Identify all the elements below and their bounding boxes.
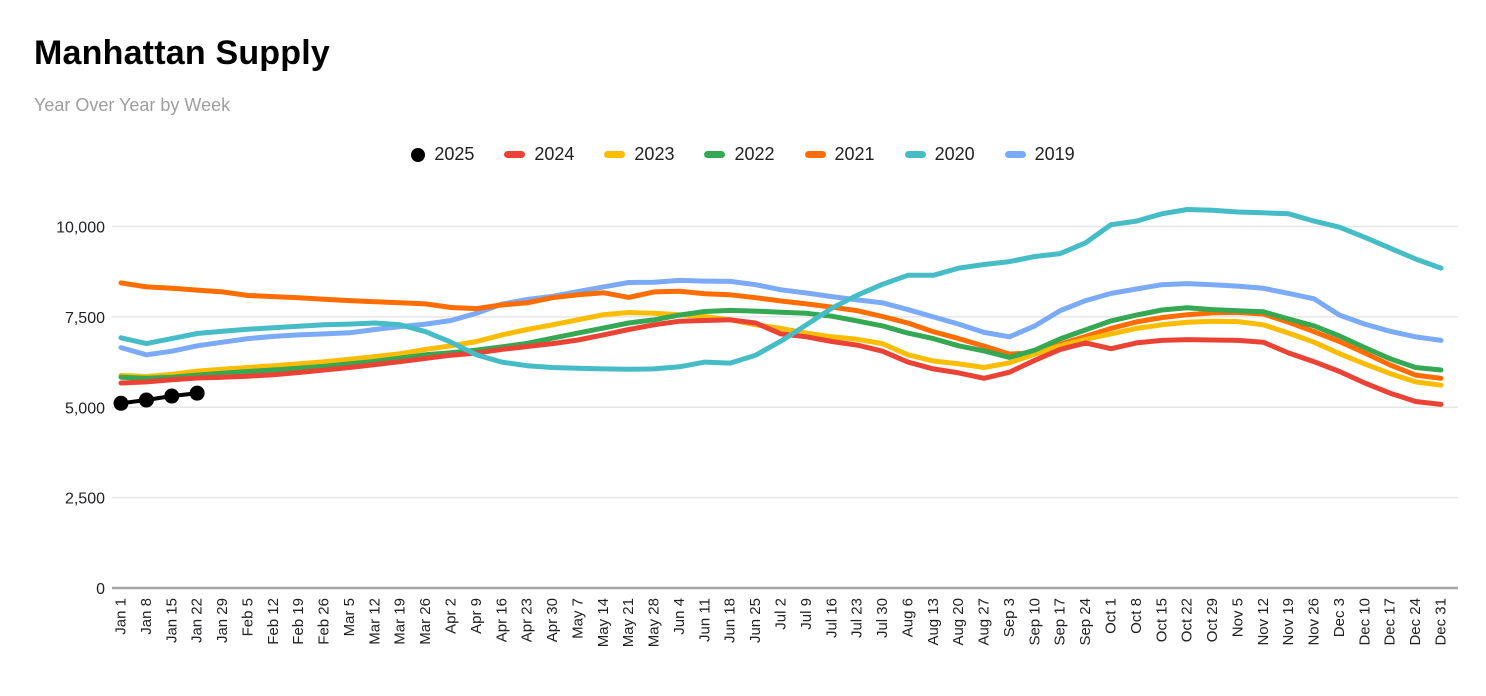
x-tick-label: Feb 19 bbox=[290, 598, 307, 645]
legend-item-2020: 2020 bbox=[904, 144, 975, 165]
x-tick-label: Dec 17 bbox=[1382, 598, 1399, 646]
x-tick-label: Oct 22 bbox=[1179, 598, 1196, 642]
x-tick-label: Aug 27 bbox=[976, 598, 993, 646]
legend-label-2021: 2021 bbox=[834, 144, 875, 164]
x-tick-label: Mar 5 bbox=[341, 598, 358, 636]
x-tick-label: Apr 16 bbox=[493, 598, 510, 642]
x-tick-label: May 7 bbox=[569, 598, 586, 639]
x-tick-label: Jun 11 bbox=[696, 598, 713, 642]
x-tick-label: May 28 bbox=[646, 598, 663, 647]
series-line-2024 bbox=[118, 317, 1444, 407]
x-tick-label: Jun 25 bbox=[747, 598, 764, 643]
y-tick-label: 10,000 bbox=[56, 220, 105, 237]
legend-item-2024: 2024 bbox=[504, 144, 574, 165]
data-point-2025 bbox=[138, 392, 154, 408]
x-tick-label: Nov 26 bbox=[1306, 598, 1323, 646]
x-tick-label: Mar 12 bbox=[366, 598, 383, 645]
x-tick-label: Jan 22 bbox=[189, 598, 206, 643]
legend-swatch-2020 bbox=[904, 151, 926, 158]
legend-item-2022: 2022 bbox=[704, 144, 775, 165]
x-tick-label: Jul 2 bbox=[773, 598, 790, 630]
x-tick-label: Apr 23 bbox=[519, 598, 536, 642]
legend-label-2023: 2023 bbox=[634, 144, 675, 164]
x-tick-label: Jan 15 bbox=[163, 598, 180, 643]
x-tick-label: Nov 12 bbox=[1255, 598, 1272, 646]
legend-swatch-2022 bbox=[704, 151, 726, 158]
legend-swatch-2019 bbox=[1004, 151, 1026, 158]
chart-title: Manhattan Supply bbox=[34, 34, 330, 72]
legend-swatch-2021 bbox=[804, 151, 826, 158]
legend-swatch-2024 bbox=[504, 151, 526, 158]
chart-subtitle: Year Over Year by Week bbox=[34, 95, 231, 115]
x-tick-label: May 21 bbox=[620, 598, 637, 647]
x-tick-label: Mar 26 bbox=[417, 598, 434, 645]
legend-item-2021: 2021 bbox=[804, 144, 875, 165]
x-tick-label: Sep 10 bbox=[1026, 598, 1043, 646]
x-tick-label: Sep 17 bbox=[1052, 598, 1069, 646]
legend-label-2024: 2024 bbox=[534, 144, 575, 164]
legend-item-2019: 2019 bbox=[1004, 144, 1075, 165]
data-point-2025 bbox=[189, 385, 205, 401]
x-tick-label: Mar 19 bbox=[392, 598, 409, 645]
y-tick-label: 0 bbox=[96, 581, 105, 598]
legend-label-2022: 2022 bbox=[734, 144, 775, 164]
x-tick-label: Dec 3 bbox=[1331, 598, 1348, 637]
legend-swatch-2023 bbox=[604, 151, 626, 158]
chart-legend: 2025 2024 2023 2022 2021 2020 2019 bbox=[0, 144, 1486, 165]
legend-label-2020: 2020 bbox=[934, 144, 975, 164]
x-tick-label: Apr 2 bbox=[443, 598, 460, 634]
x-tick-label: Jul 23 bbox=[849, 598, 866, 638]
x-tick-label: Dec 31 bbox=[1433, 598, 1450, 646]
x-tick-label: Jul 16 bbox=[823, 598, 840, 638]
x-tick-label: Oct 8 bbox=[1128, 598, 1145, 634]
x-tick-label: Dec 10 bbox=[1356, 598, 1373, 646]
legend-swatch-2025 bbox=[411, 147, 426, 162]
x-tick-label: Jan 8 bbox=[138, 598, 155, 635]
x-tick-label: Aug 6 bbox=[899, 598, 916, 637]
x-tick-label: Jun 4 bbox=[671, 598, 688, 635]
x-tick-label: May 14 bbox=[595, 598, 612, 647]
series-line-2022 bbox=[118, 305, 1444, 381]
series-line-2021 bbox=[118, 280, 1444, 381]
y-tick-label: 7,500 bbox=[65, 310, 105, 327]
series-line-2025 bbox=[119, 391, 200, 406]
x-tick-label: Jan 29 bbox=[214, 598, 231, 643]
x-tick-label: Jan 1 bbox=[113, 598, 130, 635]
series-line-2023 bbox=[118, 310, 1444, 388]
x-tick-label: Jun 18 bbox=[722, 598, 739, 643]
legend-label-2019: 2019 bbox=[1034, 144, 1075, 164]
legend-item-2025: 2025 bbox=[411, 144, 474, 165]
x-tick-label: Oct 15 bbox=[1153, 598, 1170, 642]
legend-item-2023: 2023 bbox=[604, 144, 674, 165]
x-tick-label: Sep 3 bbox=[1001, 598, 1018, 637]
x-tick-label: Dec 24 bbox=[1407, 598, 1424, 646]
x-tick-label: Feb 12 bbox=[265, 598, 282, 645]
data-point-2025 bbox=[113, 395, 129, 411]
series-line-2020 bbox=[118, 207, 1444, 372]
x-tick-label: Jul 9 bbox=[798, 598, 815, 630]
x-tick-label: Feb 5 bbox=[239, 598, 256, 636]
legend-label-2025: 2025 bbox=[434, 144, 475, 164]
x-tick-label: Nov 5 bbox=[1229, 598, 1246, 637]
y-tick-label: 5,000 bbox=[65, 400, 105, 417]
series-line-2019 bbox=[118, 277, 1444, 358]
x-tick-label: Nov 19 bbox=[1280, 598, 1297, 646]
x-tick-label: Sep 24 bbox=[1077, 598, 1094, 646]
data-point-2025 bbox=[164, 388, 180, 404]
y-tick-label: 2,500 bbox=[65, 491, 105, 508]
x-tick-label: Apr 9 bbox=[468, 598, 485, 634]
x-tick-label: Apr 30 bbox=[544, 598, 561, 642]
x-tick-label: Oct 1 bbox=[1103, 598, 1120, 634]
x-tick-label: Feb 26 bbox=[316, 598, 333, 645]
x-tick-label: Oct 29 bbox=[1204, 598, 1221, 642]
x-tick-label: Jul 30 bbox=[874, 598, 891, 638]
x-tick-label: Aug 13 bbox=[925, 598, 942, 646]
x-tick-label: Aug 20 bbox=[950, 598, 967, 646]
